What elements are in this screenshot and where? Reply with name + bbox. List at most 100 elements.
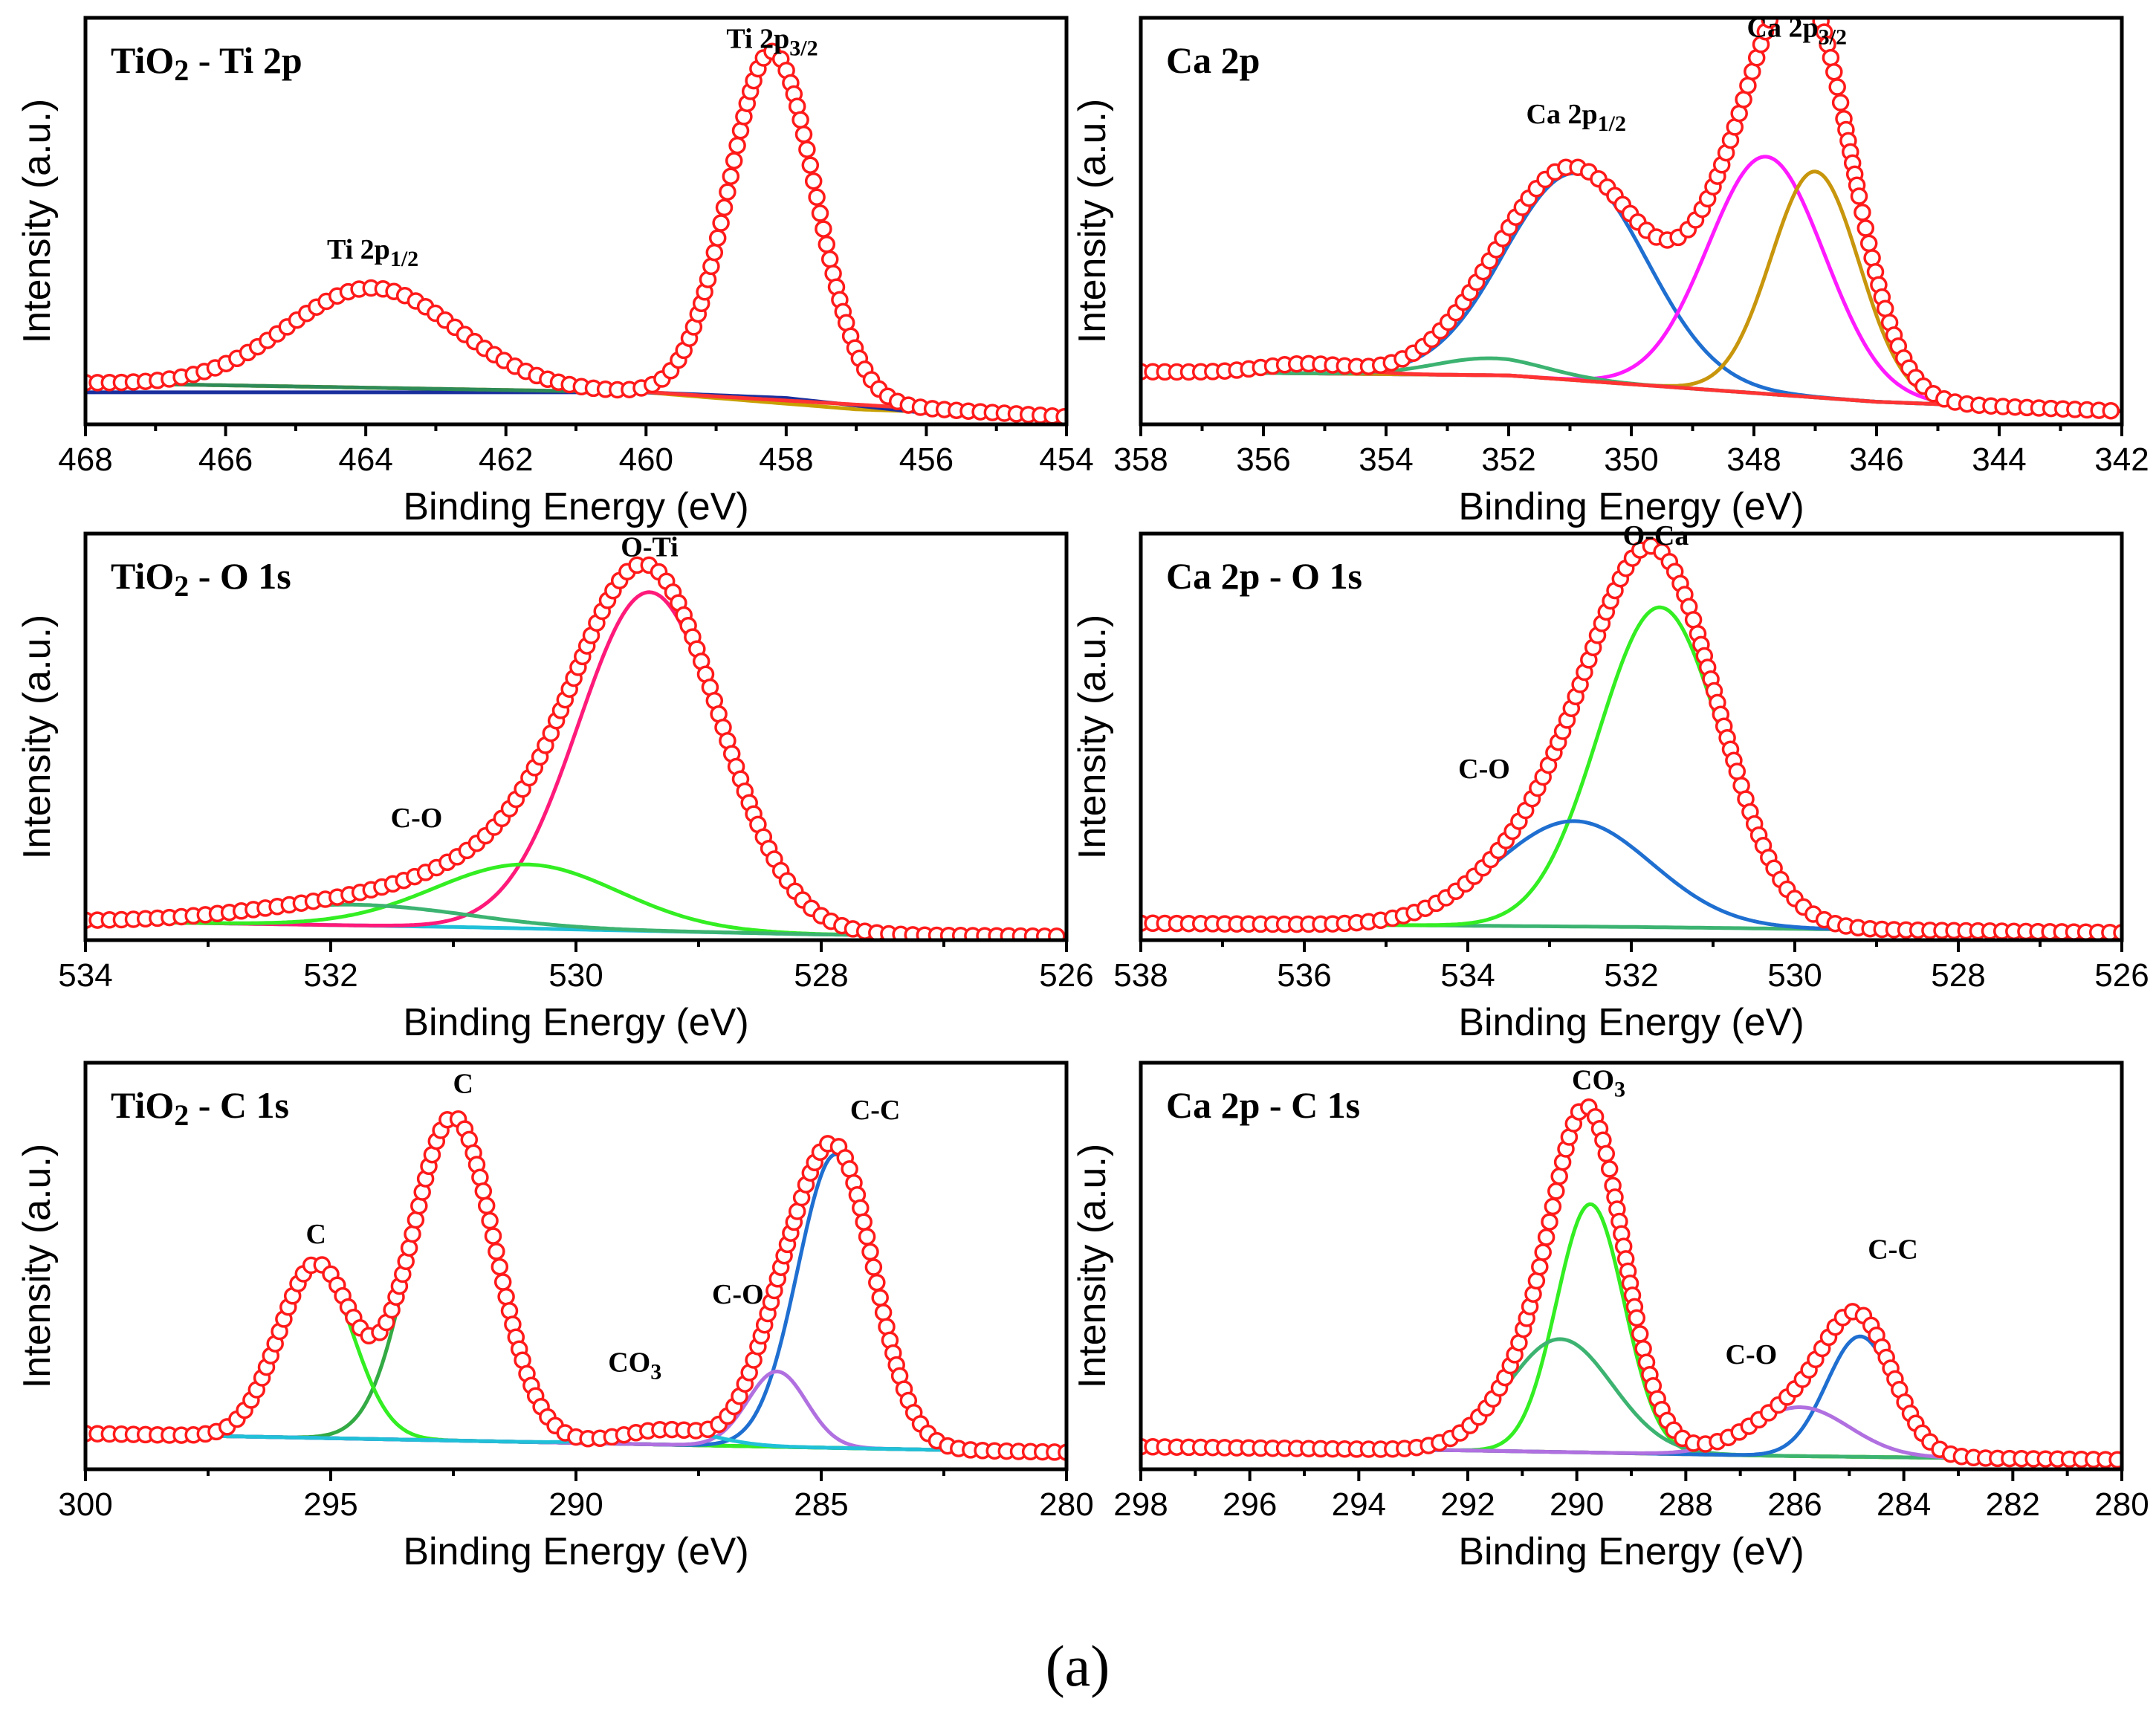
x-tick-label: 288 — [1659, 1486, 1713, 1523]
peak-label: C-O — [1458, 754, 1510, 785]
data-point — [1831, 94, 1850, 111]
data-point — [1859, 234, 1878, 253]
plot-area — [85, 556, 1066, 940]
x-tick-label: 530 — [1767, 957, 1822, 994]
data-point — [705, 243, 724, 262]
y-axis-title: Intensity (a.u.) — [1071, 99, 1114, 343]
x-tick-label: 468 — [58, 441, 112, 478]
x-tick-label: 530 — [548, 957, 603, 994]
peak-label: CO3 — [608, 1347, 661, 1384]
peak-label: C-O — [391, 803, 443, 834]
x-tick-label: 344 — [1972, 441, 2026, 478]
data-point — [1828, 78, 1846, 96]
data-point — [1863, 249, 1881, 267]
x-tick-label: 350 — [1604, 441, 1658, 478]
x-tick-label: 280 — [2094, 1486, 2149, 1523]
data-point — [1761, 18, 1779, 29]
x-tick-label: 292 — [1440, 1486, 1495, 1523]
data-point — [493, 1273, 512, 1291]
panel-title: TiO2 - Ti 2p — [111, 39, 302, 87]
data-point — [804, 172, 823, 190]
x-axis-title: Binding Energy (eV) — [1458, 485, 1804, 528]
data-point — [1547, 1182, 1565, 1200]
data-point — [497, 1288, 515, 1306]
data-point — [477, 1197, 496, 1215]
x-axis-title: Binding Energy (eV) — [403, 1530, 748, 1573]
data-point — [491, 1257, 509, 1276]
data-point — [474, 1182, 493, 1200]
plot-area — [1141, 1098, 2122, 1469]
x-tick-label: 532 — [1604, 957, 1658, 994]
data-point — [1055, 407, 1066, 424]
chart-panel-6: 298 296 294 292 290 288 286 284 282 280 Binding En… — [1071, 1061, 2149, 1573]
x-tick-label: 528 — [794, 957, 848, 994]
data-point — [481, 1211, 499, 1230]
data-point — [794, 126, 813, 143]
data-point — [791, 111, 809, 129]
peak-label: CO3 — [1572, 1064, 1625, 1101]
data-point — [1684, 611, 1703, 629]
data-point — [801, 156, 820, 174]
x-tick-label: 294 — [1332, 1486, 1386, 1523]
y-axis-title: Intensity (a.u.) — [1071, 615, 1114, 859]
data-point — [815, 220, 832, 238]
data-point — [488, 1243, 505, 1260]
data-point — [1527, 1272, 1546, 1290]
data-point — [400, 1239, 418, 1257]
envelope-fit-line — [1141, 544, 2122, 935]
data-point — [471, 1168, 489, 1187]
data-point — [410, 1197, 428, 1215]
x-tick-label: 462 — [479, 441, 533, 478]
x-axis-title: Binding Energy (eV) — [1458, 1001, 1804, 1044]
data-point — [1735, 91, 1752, 109]
data-point — [1531, 1257, 1549, 1276]
data-point — [407, 1211, 425, 1229]
envelope-fit-line — [85, 1115, 1066, 1454]
peak-label: C — [453, 1069, 473, 1100]
data-point — [1730, 104, 1748, 123]
chart-panel-5: 300 295 290 285 280 Binding Energy (eV) Intens… — [16, 1061, 1094, 1573]
data-point — [1876, 300, 1894, 317]
data-point — [1550, 1168, 1568, 1185]
data-point — [1597, 1144, 1616, 1163]
data-point — [731, 122, 750, 140]
x-tick-label: 284 — [1877, 1486, 1931, 1523]
envelope-fit-line — [85, 562, 1066, 939]
data-point — [1739, 77, 1757, 94]
chart-panels: 468 466 464 462 460 458 456 454 Binding Energy (… — [16, 12, 2149, 1573]
component-fit-line — [85, 590, 1066, 939]
x-tick-label: 285 — [794, 1486, 848, 1523]
data-point — [868, 1273, 886, 1292]
x-tick-label: 348 — [1726, 441, 1781, 478]
data-point — [719, 183, 737, 201]
x-tick-label: 466 — [198, 441, 253, 478]
x-tick-label: 534 — [58, 957, 112, 994]
x-tick-label: 532 — [303, 957, 357, 994]
peak-label: O-Ti — [621, 531, 678, 563]
figure-caption: (a) — [1046, 1634, 1110, 1698]
data-point — [1825, 62, 1843, 81]
x-tick-label: 534 — [1440, 957, 1495, 994]
component-fit-line — [85, 1115, 1066, 1454]
peak-label: C-O — [1726, 1339, 1778, 1370]
panel-title: Ca 2p — [1166, 39, 1260, 81]
x-tick-label: 342 — [2094, 441, 2149, 478]
data-point — [1631, 1325, 1649, 1343]
x-tick-label: 456 — [899, 441, 954, 478]
data-point — [818, 236, 836, 253]
data-point — [1048, 927, 1066, 940]
panel-title: Ca 2p - O 1s — [1166, 555, 1362, 597]
peak-label: Ti 2p3/2 — [726, 24, 818, 61]
x-axis-title: Binding Energy (eV) — [403, 485, 748, 528]
x-tick-label: 454 — [1039, 441, 1093, 478]
x-axis-title: Binding Energy (eV) — [1458, 1530, 1804, 1573]
panel-title: Ca 2p - C 1s — [1166, 1084, 1360, 1126]
data-point — [2102, 401, 2120, 420]
x-tick-label: 458 — [759, 441, 813, 478]
data-point — [1822, 48, 1840, 67]
y-axis-title: Intensity (a.u.) — [1071, 1144, 1114, 1388]
data-point — [1628, 1309, 1646, 1327]
peak-label: C-O — [712, 1279, 764, 1310]
x-tick-label: 358 — [1113, 441, 1168, 478]
data-point — [715, 198, 734, 217]
